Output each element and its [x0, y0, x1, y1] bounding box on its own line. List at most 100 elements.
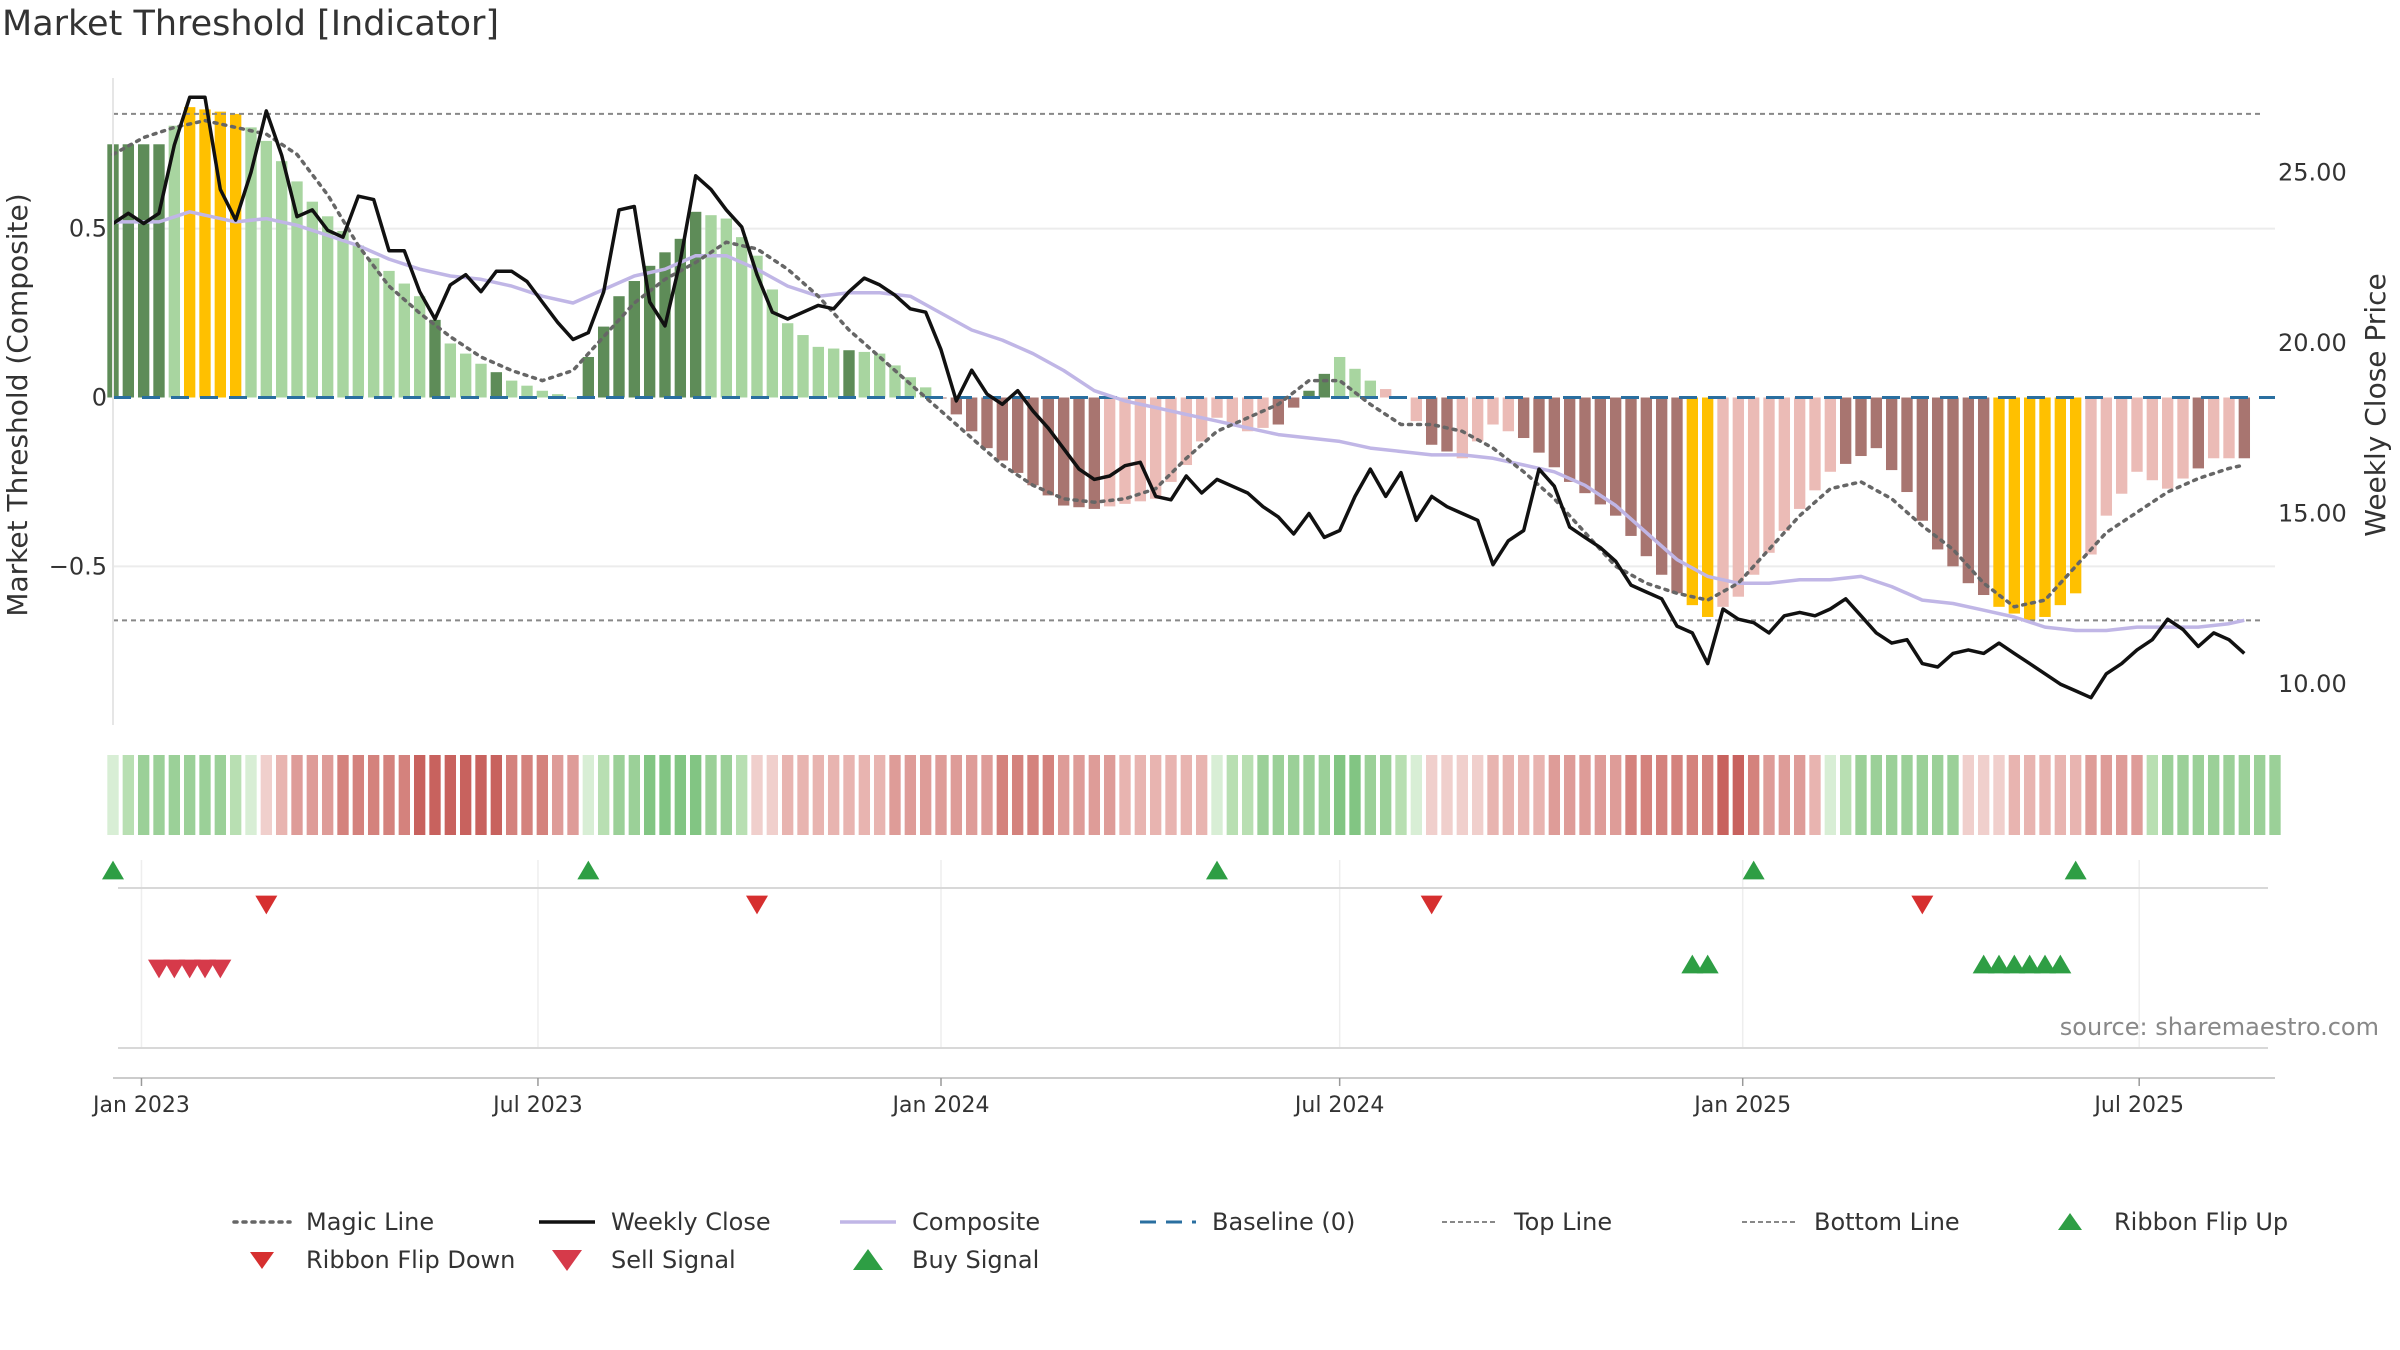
- composite-bar: [2039, 397, 2051, 617]
- y-tick-label-left: 0.5: [69, 215, 107, 243]
- ribbon-segment: [1057, 755, 1070, 835]
- ribbon-segment: [1027, 755, 1039, 835]
- ribbon-segment: [168, 755, 181, 835]
- composite-bar: [567, 397, 579, 399]
- top-line-swatch: [1442, 1221, 1498, 1223]
- composite-bar: [628, 281, 641, 398]
- composite-bar: [705, 215, 717, 398]
- ribbon-flip-down-marker: [746, 895, 768, 915]
- ribbon-segment: [735, 755, 748, 835]
- composite-bar: [536, 390, 549, 398]
- ribbon-segment: [919, 755, 932, 835]
- legend-item-ribbon-flip-down: Ribbon Flip Down: [232, 1246, 515, 1274]
- composite-bar: [965, 397, 978, 432]
- ribbon-segment: [950, 755, 963, 835]
- ribbon-segment: [306, 755, 319, 835]
- ribbon-segment: [1763, 755, 1775, 835]
- ribbon-segment: [1563, 755, 1576, 835]
- composite-bar: [2054, 397, 2067, 606]
- composite-bar: [1686, 397, 1699, 606]
- legend-item-bottom-line: Bottom Line: [1740, 1208, 1960, 1236]
- ribbon-flip-down-marker: [255, 895, 278, 915]
- magic-line-swatch: [232, 1220, 292, 1224]
- composite-line: [113, 210, 2245, 633]
- ribbon-segment: [827, 755, 840, 835]
- composite-bar: [521, 385, 533, 398]
- ribbon-segment: [229, 755, 242, 835]
- ribbon-segment: [337, 755, 349, 835]
- ribbon-segment: [352, 755, 365, 835]
- ribbon-segment: [1349, 755, 1361, 835]
- ribbon-segment: [1395, 755, 1407, 835]
- composite-bar: [797, 335, 809, 398]
- ribbon-segment: [567, 755, 579, 835]
- composite-bar: [1073, 397, 1085, 508]
- ribbon-segment: [1241, 755, 1254, 835]
- composite-bar: [2069, 397, 2082, 594]
- ribbon-segment: [1839, 755, 1852, 835]
- legend-label: Bottom Line: [1814, 1208, 1960, 1236]
- legend-label: Magic Line: [306, 1208, 435, 1236]
- ribbon-segment: [1747, 755, 1760, 835]
- composite-bar: [1241, 397, 1254, 432]
- ribbon-segment: [2161, 755, 2174, 835]
- legend-item-baseline: Baseline (0): [1138, 1208, 1355, 1236]
- ribbon-segment: [2146, 755, 2159, 835]
- ribbon-segment: [843, 755, 855, 835]
- ribbon-segment: [720, 755, 733, 835]
- composite-bar: [1333, 356, 1346, 398]
- ribbon-segment: [1149, 755, 1162, 835]
- composite-bar: [229, 113, 242, 398]
- composite-bar: [1134, 397, 1147, 502]
- composite-bar: [950, 397, 963, 415]
- legend-item-top-line: Top Line: [1440, 1208, 1612, 1236]
- composite-bar: [137, 144, 150, 398]
- ribbon-segment: [705, 755, 717, 835]
- composite-bar: [1655, 397, 1668, 575]
- ribbon-segment: [659, 755, 671, 835]
- ribbon-segment: [1625, 755, 1637, 835]
- ribbon-segment: [1701, 755, 1714, 835]
- legend-label: Baseline (0): [1212, 1208, 1356, 1236]
- composite-bar: [2008, 397, 2021, 614]
- ribbon-segment: [1119, 755, 1131, 835]
- composite-bar: [2115, 397, 2128, 494]
- ribbon-segment: [1088, 755, 1101, 835]
- ribbon-segment: [536, 755, 549, 835]
- ribbon-segment: [1364, 755, 1377, 835]
- ribbon-segment: [781, 755, 794, 835]
- buy-signal-marker: [2049, 954, 2072, 974]
- ribbon-segment: [1103, 755, 1116, 835]
- composite-bar: [1839, 397, 1852, 464]
- ribbon-segment: [1993, 755, 2005, 835]
- composite-bar: [1119, 397, 1131, 504]
- composite-bar: [1349, 368, 1361, 398]
- ribbon-segment: [2054, 755, 2067, 835]
- ribbon-segment: [2131, 755, 2143, 835]
- ribbon-segment: [2039, 755, 2051, 835]
- y-axis-label-left: Market Threshold (Composite): [1, 193, 34, 616]
- composite-bar: [153, 144, 165, 398]
- ribbon-segment: [1441, 755, 1453, 835]
- ribbon-segment: [1042, 755, 1055, 835]
- ribbon-segment: [2069, 755, 2082, 835]
- ribbon-segment: [490, 755, 503, 835]
- ribbon-segment: [582, 755, 595, 835]
- composite-bar: [459, 353, 472, 398]
- composite-bar: [873, 353, 886, 398]
- composite-bar: [337, 230, 349, 398]
- ribbon-segment: [2253, 755, 2266, 835]
- ribbon-segment: [1686, 755, 1699, 835]
- composite-bar: [2131, 397, 2143, 472]
- ribbon-segment: [1011, 755, 1024, 835]
- composite-bar: [413, 296, 426, 398]
- legend-item-magic-line: Magic Line: [232, 1208, 434, 1236]
- composite-bar: [1042, 397, 1055, 496]
- composite-bar: [904, 377, 917, 398]
- composite-bar: [1916, 397, 1929, 521]
- bottom-line-swatch: [1742, 1221, 1798, 1223]
- ribbon-segment: [1717, 755, 1729, 835]
- composite-bar: [582, 356, 595, 398]
- composite-bar: [643, 265, 656, 398]
